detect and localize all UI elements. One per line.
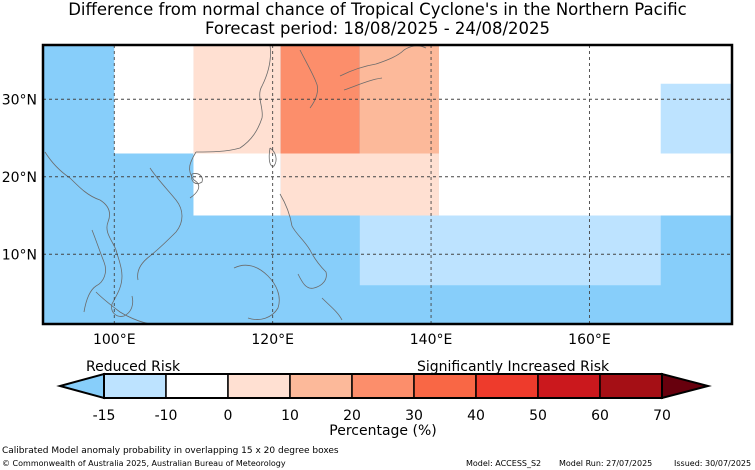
y-tick-label: 10°N xyxy=(2,247,37,263)
x-tick-label: 120°E xyxy=(251,332,294,348)
coast-taiwan xyxy=(268,147,277,167)
colorbar-segment-5 xyxy=(413,373,477,399)
coast-indochina xyxy=(44,151,134,317)
colorbar-tick-label: 40 xyxy=(467,408,485,424)
forecast-period-subtitle: Forecast period: 18/08/2025 - 24/08/2025 xyxy=(204,19,551,38)
anomaly-cell-9 xyxy=(597,45,732,84)
anomaly-cell-6 xyxy=(193,153,281,216)
colorbar-tick-label: 50 xyxy=(529,408,547,424)
coast-gulf-thailand xyxy=(83,229,106,313)
colorbar-frame xyxy=(103,373,663,399)
map-frame xyxy=(41,43,734,326)
axis-tick-labels: 100°E 120°E 140°E 160°E 30°N 20°N 10°N xyxy=(2,92,611,348)
colorbar-segment-2 xyxy=(227,373,291,399)
x-tick-label: 100°E xyxy=(93,332,136,348)
anomaly-cell-11 xyxy=(660,83,732,154)
coast-china-east xyxy=(195,44,271,153)
colorbar-tick-label: -15 xyxy=(93,408,116,424)
colorbar-low-extension xyxy=(56,372,105,400)
y-tick-label: 20°N xyxy=(2,170,37,186)
reduced-risk-label: Reduced Risk xyxy=(86,359,181,375)
increased-risk-label: Significantly Increased Risk xyxy=(417,359,610,375)
gridlines xyxy=(43,45,732,324)
coast-south-china xyxy=(189,151,200,199)
issued-date: Issued: 30/07/2025 xyxy=(674,459,752,468)
map-title: Difference from normal chance of Tropica… xyxy=(68,0,687,19)
x-tick-label: 140°E xyxy=(410,332,453,348)
model-name: Model: ACCESS_S2 xyxy=(466,459,542,468)
colorbar-high-extension xyxy=(661,372,712,400)
colorbar-axis-label: Percentage (%) xyxy=(329,423,436,439)
coastlines xyxy=(44,44,427,325)
coast-korea xyxy=(299,49,318,109)
colorbar-tick-label: 0 xyxy=(224,408,233,424)
coast-borneo xyxy=(233,264,280,320)
colorbar-tick-label: 60 xyxy=(591,408,609,424)
coast-hainan xyxy=(191,173,203,184)
map-cells xyxy=(43,45,732,324)
coast-sumatra-malay xyxy=(95,291,151,325)
copyright: © Commonwealth of Australia 2025, Austra… xyxy=(2,459,286,468)
model-run: Model Run: 27/07/2025 xyxy=(559,459,653,468)
y-tick-label: 30°N xyxy=(2,92,37,108)
colorbar-tick-label: 20 xyxy=(343,408,361,424)
colorbar-tick-label: 30 xyxy=(405,408,423,424)
colorbar-segment-3 xyxy=(289,373,353,399)
coast-vietnam xyxy=(137,167,183,281)
colorbar-segment-4 xyxy=(351,373,415,399)
colorbar-segment-7 xyxy=(537,373,601,399)
anomaly-cell-7 xyxy=(280,153,439,216)
footnote: Calibrated Model anomaly probability in … xyxy=(2,446,339,456)
colorbar-tick-label: 10 xyxy=(281,408,299,424)
colorbar-tick-label: 70 xyxy=(653,408,671,424)
anomaly-cell-10 xyxy=(359,215,661,286)
colorbar-segment-8 xyxy=(599,373,663,399)
coast-philippines xyxy=(279,193,327,289)
colorbar-segment-0 xyxy=(103,373,167,399)
colorbar: -15 -10 0 10 20 30 40 50 60 70 Reduced Risk Signifi… xyxy=(56,359,712,439)
colorbar-segment-6 xyxy=(475,373,539,399)
coast-sulawesi xyxy=(321,297,343,321)
x-tick-label: 160°E xyxy=(568,332,611,348)
colorbar-tick-label: -10 xyxy=(155,408,178,424)
anomaly-cell-8 xyxy=(438,83,598,216)
colorbar-segment-1 xyxy=(165,373,229,399)
